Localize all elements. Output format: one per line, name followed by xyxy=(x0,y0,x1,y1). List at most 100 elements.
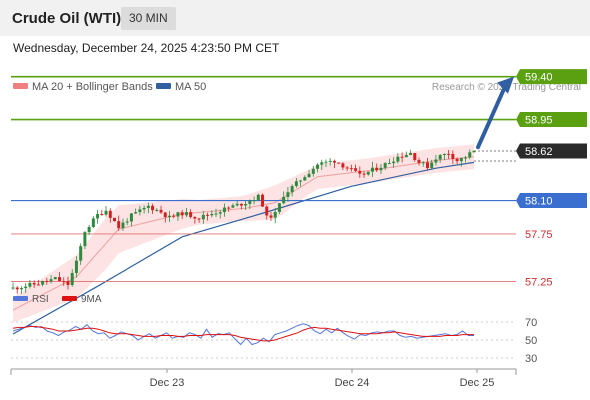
candle-body xyxy=(455,158,459,162)
candle-body xyxy=(163,212,167,218)
ma20-legend-swatch xyxy=(13,83,28,89)
candle-body xyxy=(108,210,112,218)
candle-body xyxy=(337,162,341,164)
candle-body xyxy=(146,205,150,208)
candle-body xyxy=(58,277,62,282)
candle-body xyxy=(41,280,45,285)
candle-body xyxy=(28,282,32,287)
candle-body xyxy=(307,173,311,178)
candle-body xyxy=(447,153,451,155)
candle-body xyxy=(286,192,290,197)
rsi-legend-swatch xyxy=(13,296,28,301)
level-tag-0 xyxy=(516,69,587,85)
candle-body xyxy=(434,159,438,163)
level-tag-2 xyxy=(516,143,587,159)
candle-body xyxy=(370,167,374,172)
candle-body xyxy=(392,161,396,164)
candle-body xyxy=(32,282,36,285)
candle-body xyxy=(121,222,125,229)
timeframe-button[interactable]: 30 MIN xyxy=(121,7,176,30)
level-label-0: 59.40 xyxy=(525,72,553,84)
ma20-legend-label: MA 20 + Bollinger Bands xyxy=(32,81,153,93)
candle-body xyxy=(442,153,446,156)
candle-body xyxy=(79,246,83,261)
instrument-title: Crude Oil (WTI) xyxy=(12,10,122,27)
arrow-head xyxy=(497,76,514,94)
candle-body xyxy=(53,277,57,280)
candle-body xyxy=(366,171,370,175)
candle-body xyxy=(358,170,362,174)
candle-body xyxy=(375,167,379,171)
candle-body xyxy=(451,153,455,159)
candle-body xyxy=(421,162,425,164)
candle-body xyxy=(210,213,214,216)
candle-body xyxy=(235,203,239,206)
candle-body xyxy=(244,203,248,206)
candle-body xyxy=(261,194,265,207)
candle-body xyxy=(142,207,146,210)
time-label: Dec 23 xyxy=(150,377,185,389)
candle-body xyxy=(299,180,303,182)
candle-body xyxy=(227,207,231,209)
candle-body xyxy=(468,152,472,158)
candle-body xyxy=(87,226,91,233)
candle-body xyxy=(45,280,49,282)
candle-body xyxy=(117,221,121,229)
candle-body xyxy=(349,168,353,170)
candle-body xyxy=(66,281,70,286)
candle-body xyxy=(362,173,366,175)
candle-body xyxy=(96,213,100,219)
candle-body xyxy=(324,161,328,163)
candle-body xyxy=(379,167,383,171)
projection-arrow xyxy=(476,84,507,150)
rsi-legend-label: RSI xyxy=(32,294,49,305)
level-label-3: 58.10 xyxy=(525,196,553,208)
candle-body xyxy=(231,205,235,208)
level-label-4: 57.75 xyxy=(525,229,553,241)
rsi-tick-label: 30 xyxy=(525,353,537,365)
candle-body xyxy=(332,160,336,163)
candle-body xyxy=(311,168,315,174)
timestamp: Wednesday, December 24, 2025 4:23:50 PM … xyxy=(13,41,280,55)
candle-body xyxy=(265,206,269,216)
candle-body xyxy=(341,163,345,168)
candle-body xyxy=(189,212,193,217)
ma20-line xyxy=(12,156,475,311)
candle-body xyxy=(383,163,387,168)
candle-body xyxy=(459,157,463,162)
candle-body xyxy=(104,210,108,215)
candle-body xyxy=(176,212,180,217)
candle-body xyxy=(15,287,19,290)
candle-body xyxy=(425,162,429,169)
candle-body xyxy=(328,160,332,162)
candle-body xyxy=(214,213,218,215)
candle-body xyxy=(159,209,163,213)
candle-body xyxy=(409,153,413,156)
candle-body xyxy=(138,209,142,213)
candle-body xyxy=(320,162,324,165)
ma50-legend-label: MA 50 xyxy=(175,81,206,93)
candle-body xyxy=(125,221,129,223)
candle-body xyxy=(256,194,260,201)
level-label-2: 58.62 xyxy=(525,146,553,158)
candle-body xyxy=(62,281,66,283)
candle-body xyxy=(155,209,159,211)
candle-body xyxy=(396,156,400,162)
level-tag-1 xyxy=(516,112,587,128)
candle-body xyxy=(113,217,117,222)
level-label-5: 57.25 xyxy=(525,277,553,289)
candle-body xyxy=(472,150,476,153)
time-label: Dec 25 xyxy=(460,377,495,389)
candle-body xyxy=(36,284,40,286)
candle-body xyxy=(316,164,320,169)
candle-body xyxy=(91,218,95,227)
candle-body xyxy=(206,214,210,216)
candle-body xyxy=(49,279,53,282)
candle-body xyxy=(303,177,307,181)
candle-body xyxy=(290,186,294,193)
candle-body xyxy=(19,288,23,290)
candle-body xyxy=(282,196,286,204)
candle-body xyxy=(167,215,171,218)
candle-body xyxy=(413,153,417,160)
